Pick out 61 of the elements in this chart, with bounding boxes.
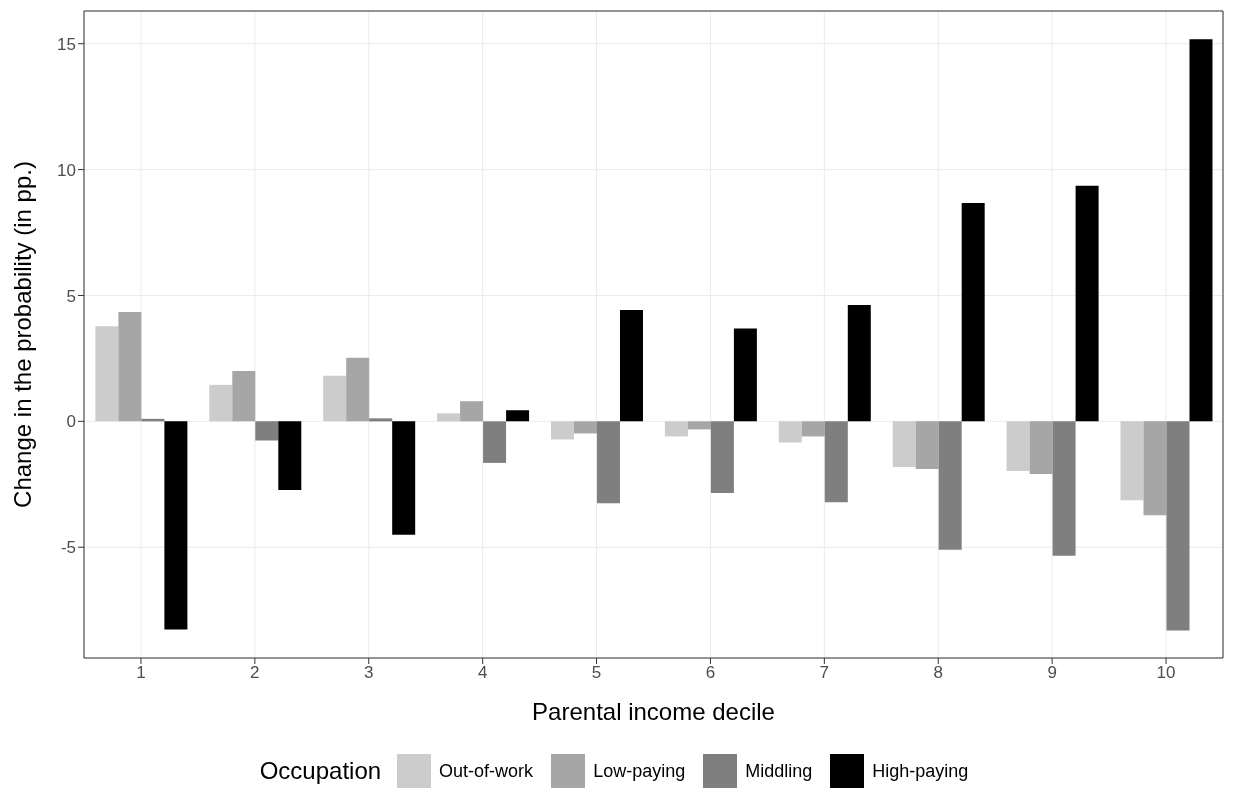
bar — [824, 421, 848, 503]
legend-label: Low-paying — [593, 760, 686, 782]
bar — [778, 421, 802, 443]
y-tick-label: 5 — [66, 286, 76, 306]
y-tick-label: -5 — [60, 538, 76, 558]
bar — [1075, 185, 1099, 422]
x-tick-label: 6 — [705, 663, 716, 683]
bar — [596, 421, 620, 504]
bar — [1006, 421, 1030, 471]
x-tick-label: 2 — [250, 663, 260, 683]
bar — [232, 371, 256, 422]
bar — [392, 421, 416, 535]
bar — [1120, 421, 1144, 501]
y-tick-label: 15 — [57, 34, 76, 54]
x-tick-label: 10 — [1156, 663, 1176, 683]
y-tick-label: 10 — [57, 160, 76, 180]
bar — [323, 375, 347, 422]
bar — [437, 413, 461, 422]
bar — [892, 421, 916, 467]
legend-title: Occupation — [259, 757, 382, 785]
y-tick-label: 0 — [66, 412, 76, 432]
bar — [801, 421, 825, 437]
bar — [346, 357, 370, 422]
bar — [460, 401, 484, 422]
bar — [1052, 421, 1076, 556]
x-tick-label: 9 — [1047, 663, 1057, 683]
bar — [664, 421, 688, 437]
legend-label: Middling — [745, 760, 813, 782]
bar — [483, 421, 507, 463]
bar — [938, 421, 962, 550]
bar — [1189, 39, 1213, 422]
x-tick-label: 1 — [136, 663, 146, 683]
bar — [915, 421, 939, 469]
bar — [710, 421, 734, 494]
bar — [95, 326, 119, 422]
bar — [550, 421, 574, 440]
bar — [1166, 421, 1190, 631]
bar — [255, 421, 279, 441]
bar — [369, 418, 393, 422]
bar — [961, 203, 985, 422]
legend-label: High-paying — [872, 760, 969, 782]
bar — [847, 305, 871, 422]
bar — [118, 312, 142, 422]
bar — [278, 421, 302, 491]
bar — [506, 410, 530, 422]
y-axis-title: Change in the probability (in pp.) — [8, 161, 36, 508]
x-axis-title: Parental income decile — [532, 698, 775, 725]
x-tick-label: 7 — [819, 663, 830, 683]
bar — [619, 310, 643, 422]
bar — [1029, 421, 1053, 474]
x-tick-label: 3 — [364, 663, 374, 683]
bar — [733, 328, 757, 422]
bar — [209, 384, 233, 422]
bar — [573, 421, 597, 434]
x-tick-label: 5 — [591, 663, 602, 683]
x-tick-label: 4 — [477, 663, 488, 683]
bar — [687, 421, 711, 430]
x-tick-label: 8 — [933, 663, 943, 683]
bar — [1143, 421, 1167, 516]
legend-label: Out-of-work — [439, 760, 534, 782]
bar — [164, 421, 188, 630]
